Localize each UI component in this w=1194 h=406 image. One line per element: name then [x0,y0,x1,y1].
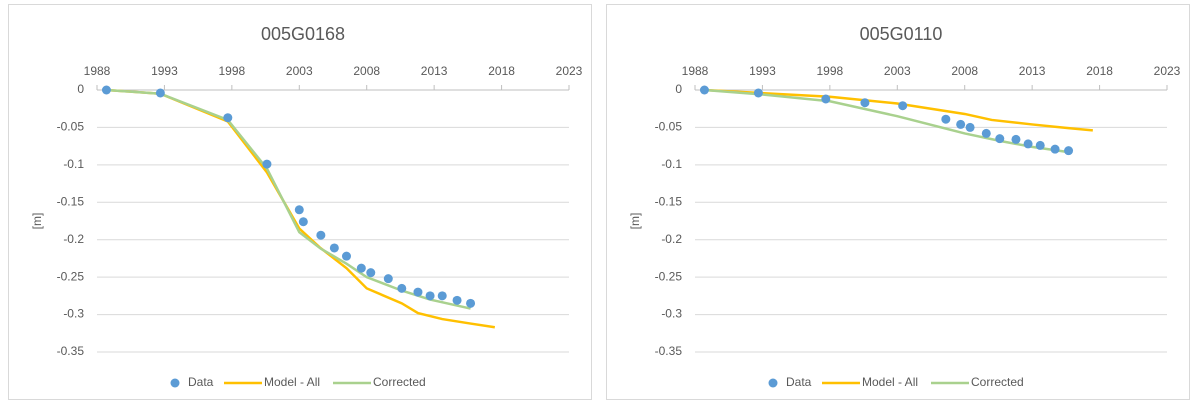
y-tick-label: -0.2 [63,232,84,246]
data-point [941,114,951,124]
x-tick-label: 1988 [84,64,111,78]
x-tick-label: 1998 [817,64,844,78]
data-point [316,230,326,240]
y-axis-label: [m] [30,213,44,230]
chart-title: 005G0168 [261,24,345,44]
data-point [341,251,351,261]
legend-marker [768,378,778,388]
data-point [956,119,966,129]
data-point [397,283,407,293]
line-series [106,88,471,310]
y-tick-label: 0 [77,82,84,96]
data-point [995,134,1005,144]
y-tick-label: -0.05 [655,120,683,134]
x-tick-label: 2013 [1019,64,1046,78]
data-point [383,274,393,284]
legend-label: Corrected [373,375,426,389]
x-tick-label: 2008 [353,64,380,78]
data-point [425,291,435,301]
data-point [329,243,339,253]
data-point [821,94,831,104]
data-point [1064,146,1074,156]
x-tick-label: 2008 [951,64,978,78]
x-tick-label: 1998 [219,64,246,78]
x-tick-label: 2003 [884,64,911,78]
y-tick-label: -0.3 [63,307,84,321]
data-point [366,268,376,278]
data-point [753,88,763,98]
y-tick-label: -0.05 [57,120,85,134]
y-tick-label: -0.25 [655,269,683,283]
y-tick-label: -0.35 [57,344,85,358]
x-tick-label: 2018 [1086,64,1113,78]
y-axis-label: [m] [628,213,642,230]
legend-label: Model - All [862,375,918,389]
y-tick-label: 0 [675,82,682,96]
data-point [294,205,304,215]
x-tick-label: 1993 [151,64,178,78]
data-point [298,217,308,227]
legend-label: Model - All [264,375,320,389]
y-tick-label: -0.15 [655,194,683,208]
data-point [452,295,462,305]
x-tick-label: 2003 [286,64,313,78]
data-point [262,159,272,169]
data-point [223,113,233,123]
data-point [965,122,975,132]
data-point [981,128,991,138]
legend-label: Data [188,375,214,389]
legend-marker [170,378,180,388]
data-point [466,298,476,308]
y-tick-label: -0.25 [57,269,85,283]
y-tick-label: -0.1 [661,157,682,171]
legend-label: Corrected [971,375,1024,389]
y-tick-label: -0.15 [57,194,85,208]
y-tick-label: -0.35 [655,344,683,358]
data-point [356,263,366,273]
line-series [704,88,1093,132]
data-point [1011,134,1021,144]
y-tick-label: -0.3 [661,307,682,321]
data-point [1035,140,1045,150]
data-point [101,85,111,95]
x-tick-label: 2013 [421,64,448,78]
data-point [413,287,423,297]
data-point [1023,139,1033,149]
x-tick-label: 1988 [682,64,709,78]
data-point [699,85,709,95]
x-tick-label: 2018 [488,64,515,78]
data-point [1050,144,1060,154]
data-point [898,101,908,111]
x-tick-label: 1993 [749,64,776,78]
legend-label: Data [786,375,812,389]
y-tick-label: -0.2 [661,232,682,246]
data-point [437,291,447,301]
x-tick-label: 2023 [1154,64,1181,78]
data-point [860,98,870,108]
x-tick-label: 2023 [556,64,583,78]
chart-title: 005G0110 [860,24,943,44]
y-tick-label: -0.1 [63,157,84,171]
data-point [155,88,165,98]
